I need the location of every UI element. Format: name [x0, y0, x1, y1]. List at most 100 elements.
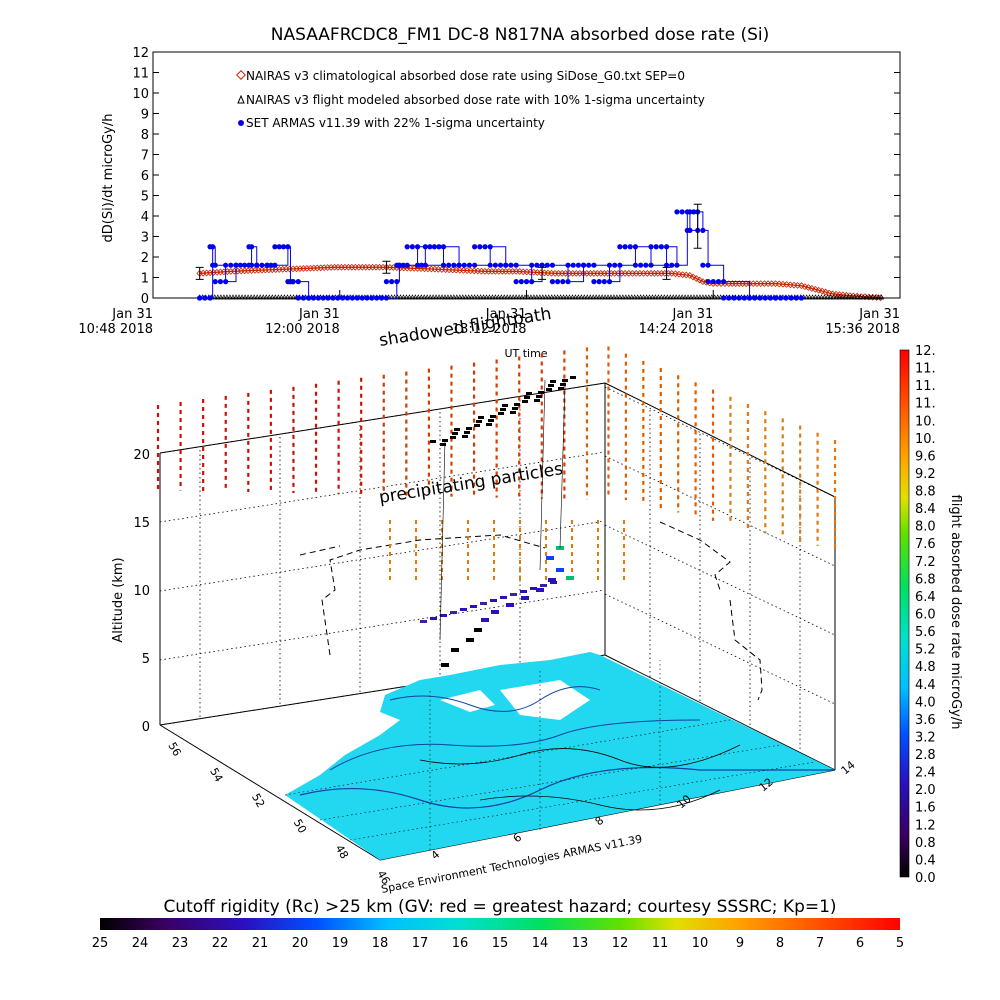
data-point	[364, 295, 370, 301]
colorbar-tick-label: 8.4	[915, 502, 936, 517]
flight-track-marker	[510, 411, 516, 414]
data-point	[264, 262, 270, 268]
y-tick-label: 10	[132, 87, 149, 102]
data-point	[300, 295, 307, 301]
data-point	[358, 263, 366, 271]
data-point	[272, 294, 278, 300]
data-point	[815, 294, 822, 300]
data-point	[495, 294, 501, 300]
flight-track-marker	[451, 648, 459, 652]
x-tick-label-date: Jan 31	[858, 307, 900, 322]
cutoff-tick-label: 20	[292, 936, 309, 951]
data-point	[647, 270, 655, 277]
data-point	[587, 270, 594, 277]
flight-track-marker	[512, 407, 518, 410]
altitude-axis-ticks: 0 5 10 15 20	[133, 448, 150, 735]
data-point	[259, 262, 265, 268]
data-point	[445, 294, 451, 300]
series-line-2	[199, 211, 802, 299]
map-grid	[284, 660, 816, 850]
data-point	[534, 294, 540, 300]
data-point	[775, 280, 783, 288]
data-point	[643, 262, 649, 268]
data-point	[596, 294, 602, 300]
error-bar	[382, 260, 391, 274]
data-point	[560, 279, 566, 285]
colorbar-tick-label: 11.	[915, 397, 936, 412]
data-point	[433, 294, 439, 300]
error-bar	[538, 266, 547, 280]
flight-track-marker	[530, 587, 537, 590]
data-point	[523, 279, 530, 285]
data-point	[218, 294, 224, 300]
data-point	[558, 294, 564, 300]
colorbar-tick-label: 6.8	[915, 572, 936, 587]
data-point	[507, 294, 513, 300]
chart-title: NASAAFRCDC8_FM1 DC-8 N817NA absorbed dos…	[271, 25, 770, 45]
data-point	[555, 279, 561, 285]
data-point	[608, 294, 614, 300]
data-point	[351, 263, 359, 271]
data-point	[254, 262, 260, 268]
flight-track-marker	[520, 590, 527, 593]
data-point	[488, 267, 496, 275]
data-point	[836, 294, 842, 300]
cutoff-rigidity-colorbar: Cutoff rigidity (Rc) >25 km (GV: red = g…	[92, 897, 904, 951]
data-point	[549, 279, 556, 285]
data-point	[627, 244, 633, 250]
data-point	[551, 270, 559, 277]
data-point	[451, 262, 457, 268]
data-point	[689, 273, 697, 281]
data-point	[540, 294, 546, 300]
data-point	[472, 262, 478, 268]
data-point	[475, 294, 481, 300]
y-tick-label: 2	[141, 251, 149, 266]
data-point	[783, 281, 791, 288]
flight-track-marker	[490, 599, 497, 602]
y-tick-label: 11	[132, 67, 149, 82]
data-point	[207, 295, 213, 301]
x-tick-label-time: 12:00 2018	[265, 322, 340, 337]
data-point	[513, 262, 519, 268]
data-point	[715, 294, 721, 300]
data-point	[549, 262, 556, 268]
colorbar-tick-label: 5.6	[915, 625, 936, 640]
colorbar-tick-label: 10.	[915, 414, 936, 429]
flight-track-marker	[490, 415, 496, 418]
data-point	[676, 294, 682, 300]
data-point	[590, 294, 596, 300]
data-point	[632, 270, 640, 277]
data-point	[278, 294, 284, 300]
legend-entry: SET ARMAS v11.39 with 22% 1-sigma uncert…	[246, 116, 545, 130]
data-point	[406, 294, 412, 300]
flight-track-marker	[566, 576, 574, 580]
data-point	[392, 294, 398, 300]
cutoff-rigidity-title: Cutoff rigidity (Rc) >25 km (GV: red = g…	[163, 897, 836, 917]
colorbar-gradient	[899, 349, 910, 878]
flight-track-marker	[486, 423, 492, 426]
data-point	[691, 294, 697, 300]
data-point	[643, 294, 650, 300]
data-point	[315, 295, 321, 301]
data-point	[552, 294, 558, 300]
flight-track-marker	[498, 412, 504, 415]
data-point	[485, 267, 492, 275]
data-point	[623, 294, 629, 300]
cutoff-tick-label: 21	[252, 936, 269, 951]
x-tick-label-time: 13:12 2018	[452, 322, 527, 337]
data-point	[449, 266, 457, 274]
x-axis-label: UT time	[504, 347, 547, 360]
data-point	[379, 263, 387, 271]
data-point	[263, 294, 269, 300]
data-point	[565, 262, 571, 268]
data-point	[674, 209, 680, 215]
data-point	[369, 263, 376, 271]
data-point	[344, 295, 351, 301]
data-point	[741, 295, 747, 301]
data-point	[422, 262, 428, 268]
data-point	[617, 244, 623, 250]
latitude-tick-label: 50	[291, 817, 309, 836]
data-point	[804, 294, 810, 300]
data-point	[721, 279, 727, 285]
flight-track-marker	[452, 432, 458, 435]
